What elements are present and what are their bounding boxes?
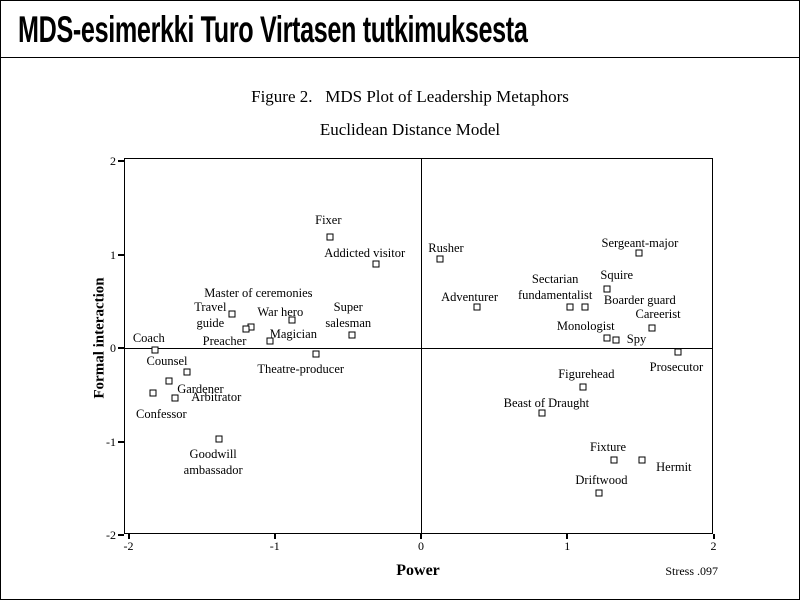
y-tick-mark--1 bbox=[118, 440, 124, 443]
data-point-label-rusher: Rusher bbox=[428, 241, 464, 256]
data-point-label-goodwill-ambassador: Goodwill ambassador bbox=[183, 446, 243, 477]
data-point-label-addicted-visitor: Addicted visitor bbox=[324, 245, 406, 260]
y-tick-label-0: 0 bbox=[110, 341, 116, 355]
data-point-marker-confessor bbox=[149, 389, 157, 397]
x-tick-mark-0 bbox=[420, 534, 422, 539]
data-point-label-figurehead: Figurehead bbox=[558, 367, 615, 382]
x-axis-label: Power bbox=[396, 562, 440, 579]
data-point-label-war-hero: War hero bbox=[257, 304, 304, 319]
reference-line-vertical bbox=[421, 158, 422, 534]
y-tick-mark-0 bbox=[118, 347, 124, 349]
data-point-marker-spy bbox=[612, 336, 619, 344]
x-tick-mark--1 bbox=[273, 534, 276, 539]
data-point-marker-arbitrator bbox=[171, 394, 179, 402]
data-point-label-sectarian-fundamentalist: Sectarian fundamentalist bbox=[518, 271, 593, 302]
data-point-marker-hermit bbox=[638, 456, 646, 464]
data-point-marker-careerist bbox=[648, 324, 656, 332]
x-tick-label--1: -1 bbox=[269, 539, 280, 553]
data-point-marker-travel-guide bbox=[228, 310, 236, 318]
data-point-marker-fixture bbox=[610, 456, 618, 464]
data-point-label-spy: Spy bbox=[626, 331, 647, 346]
data-point-label-gardener: Gardener bbox=[177, 381, 224, 396]
data-point-label-theatre-producer: Theatre-producer bbox=[257, 361, 345, 376]
data-point-marker-counsel bbox=[183, 368, 191, 376]
x-tick-label--2: -2 bbox=[123, 539, 134, 553]
data-point-label-coach: Coach bbox=[132, 330, 165, 345]
plot-frame bbox=[124, 158, 713, 534]
data-point-marker-super-salesman bbox=[348, 331, 356, 339]
data-point-label-careerist: Careerist bbox=[635, 307, 681, 322]
data-point-marker-sergeant-major bbox=[635, 249, 643, 257]
data-point-label-super-salesman: Super salesman bbox=[325, 299, 372, 330]
data-point-label-prosecutor: Prosecutor bbox=[649, 359, 704, 374]
data-point-marker-coach bbox=[151, 346, 159, 354]
y-tick-label-2: 2 bbox=[110, 154, 116, 168]
data-point-label-confessor: Confessor bbox=[136, 406, 187, 421]
data-point-marker-driftwood bbox=[595, 489, 603, 497]
reference-line-horizontal bbox=[124, 348, 713, 349]
data-point-marker-rusher bbox=[436, 255, 444, 263]
data-point-label-monologist: Monologist bbox=[556, 318, 615, 333]
data-point-marker-prosecutor bbox=[674, 348, 682, 356]
y-tick-mark-2 bbox=[118, 160, 124, 162]
stress-annotation: Stress .097 bbox=[665, 564, 718, 578]
data-point-marker-magician bbox=[266, 337, 274, 345]
data-point-label-adventurer: Adventurer bbox=[441, 289, 499, 304]
data-point-marker-theatre-producer bbox=[312, 350, 320, 358]
data-point-label-preacher: Preacher bbox=[202, 334, 247, 349]
x-tick-label-1: 1 bbox=[564, 539, 571, 553]
data-point-label-sergeant-major: Sergeant-major bbox=[601, 235, 679, 250]
data-point-label-fixture: Fixture bbox=[589, 440, 627, 455]
x-tick-label-0: 0 bbox=[418, 539, 424, 553]
data-point-marker-squire bbox=[603, 285, 611, 293]
y-tick-label-1: 1 bbox=[110, 247, 116, 262]
y-tick-mark-1 bbox=[118, 253, 124, 256]
data-point-label-master-of-ceremonies: Master of ceremonies bbox=[204, 286, 313, 301]
x-tick-mark--2 bbox=[127, 534, 130, 539]
data-point-marker-preacher bbox=[242, 325, 249, 333]
y-axis-label: Formal interaction bbox=[91, 277, 108, 399]
data-point-marker-fixer bbox=[326, 233, 334, 241]
data-point-marker-goodwill-ambassador bbox=[215, 435, 223, 443]
data-point-label-counsel: Counsel bbox=[146, 354, 188, 369]
figure-title: Figure 2. MDS Plot of Leadership Metapho… bbox=[251, 87, 569, 106]
data-point-marker-gardener bbox=[165, 377, 173, 385]
data-point-marker-monologist bbox=[603, 334, 611, 342]
x-tick-mark-1 bbox=[566, 534, 569, 539]
page-title: MDS-esimerkki Turo Virtasen tutkimuksest… bbox=[18, 9, 528, 50]
data-point-label-magician: Magician bbox=[269, 327, 317, 342]
data-point-marker-addicted-visitor bbox=[372, 260, 380, 268]
data-point-label-squire: Squire bbox=[600, 268, 634, 283]
header-divider bbox=[1, 57, 799, 58]
y-tick-label--1: -1 bbox=[106, 434, 116, 449]
data-point-marker-war-hero bbox=[288, 316, 296, 324]
y-tick-label--2: -2 bbox=[106, 528, 116, 542]
data-point-marker-boarder-guard bbox=[581, 303, 589, 311]
y-tick-mark--2 bbox=[118, 534, 124, 536]
data-point-label-hermit: Hermit bbox=[656, 460, 692, 475]
data-point-label-beast-of-draught: Beast of Draught bbox=[503, 396, 590, 411]
x-tick-label-2: 2 bbox=[710, 539, 717, 553]
data-point-label-boarder-guard: Boarder guard bbox=[603, 292, 676, 307]
data-point-label-arbitrator: Arbitrator bbox=[191, 389, 242, 404]
data-point-label-driftwood: Driftwood bbox=[575, 472, 628, 487]
data-point-marker-adventurer bbox=[473, 303, 481, 311]
data-point-label-travel-guide: Travel guide bbox=[194, 300, 227, 331]
data-point-marker-figurehead bbox=[579, 383, 587, 391]
figure-subtitle: Euclidean Distance Model bbox=[319, 120, 501, 139]
data-point-marker-sectarian-fundamentalist bbox=[566, 303, 574, 311]
x-tick-mark-2 bbox=[712, 534, 715, 539]
data-point-label-fixer: Fixer bbox=[315, 212, 342, 227]
data-point-marker-beast-of-draught bbox=[538, 409, 546, 417]
